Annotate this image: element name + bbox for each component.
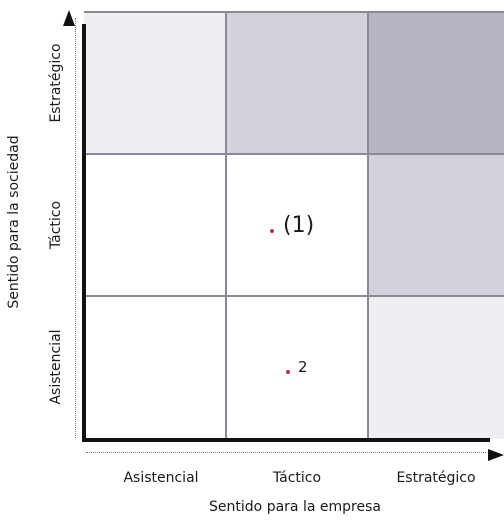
y-axis-title: Sentido para la sociedad [6, 135, 22, 309]
grid-horizontal-2 [84, 295, 504, 297]
dotted-guide-bottom [86, 452, 486, 453]
cell-top-left [84, 12, 226, 154]
grid-horizontal-1 [84, 153, 504, 155]
point-2-marker [286, 370, 290, 374]
cell-middle-left [84, 154, 226, 296]
point-1-label: (1) [283, 213, 315, 238]
point-2-label: 2 [298, 358, 308, 376]
cell-top-middle [226, 12, 368, 154]
cell-bottom-right [368, 296, 504, 439]
point-1-marker [270, 229, 274, 233]
y-level-tactico: Táctico [48, 200, 64, 250]
cell-bottom-middle [226, 296, 368, 439]
x-axis-title: Sentido para la empresa [209, 499, 381, 515]
y-level-estrategico: Estratégico [48, 43, 64, 123]
grid-vertical-2 [367, 12, 369, 439]
x-level-estrategico: Estratégico [396, 470, 476, 486]
x-level-asistencial: Asistencial [123, 470, 199, 486]
y-level-asistencial: Asistencial [48, 329, 64, 405]
grid-top-border [84, 11, 504, 13]
cell-middle-middle [226, 154, 368, 296]
cell-top-right [368, 12, 504, 154]
grid-vertical-1 [225, 12, 227, 439]
y-axis-line [82, 24, 86, 442]
x-level-tactico: Táctico [272, 470, 322, 486]
dotted-guide-left [75, 18, 76, 438]
cell-bottom-left [84, 296, 226, 439]
x-axis-arrow [488, 449, 504, 461]
y-axis-arrow [63, 10, 75, 26]
cell-middle-right [368, 154, 504, 296]
x-axis-line [82, 438, 490, 442]
